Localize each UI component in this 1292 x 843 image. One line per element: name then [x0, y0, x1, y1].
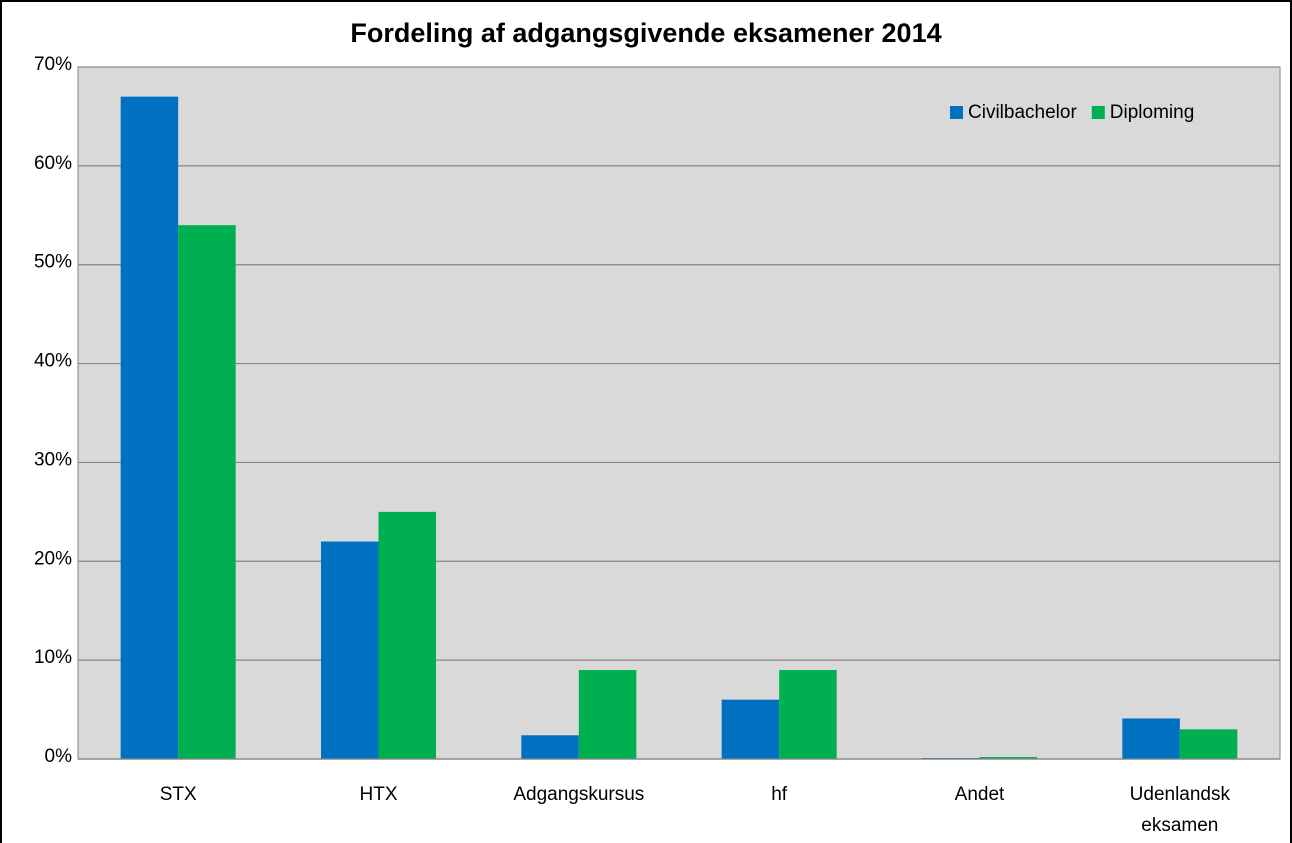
y-tick-label: 10% [34, 647, 72, 668]
bar [979, 757, 1037, 759]
bar [120, 96, 179, 759]
chart-title: Fordeling af adgangsgivende eksamener 20… [350, 18, 941, 48]
y-tick-label: 60% [34, 153, 72, 174]
bar [321, 541, 379, 759]
x-tick-label: Udenlandsk eksamen [1130, 784, 1231, 836]
legend-label: Diploming [1110, 102, 1194, 123]
y-tick-label: 70% [34, 54, 72, 75]
x-tick-label: HTX [360, 784, 398, 805]
bar [521, 735, 579, 759]
bar [1122, 718, 1180, 759]
y-tick-label: 20% [34, 548, 72, 569]
bar [578, 670, 637, 759]
y-tick-label: 50% [34, 252, 72, 273]
x-tick-label: STX [160, 784, 197, 805]
y-tick-label: 40% [34, 351, 72, 372]
plot-area [77, 66, 1281, 760]
x-tick-label: Adgangskursus [513, 784, 644, 805]
bar [721, 699, 780, 759]
x-tick-label: hf [771, 784, 788, 805]
bar [178, 225, 236, 759]
y-tick-label: 30% [34, 449, 72, 470]
legend-swatch [950, 106, 963, 119]
bar [1179, 729, 1238, 759]
legend-label: Civilbachelor [968, 102, 1077, 123]
y-tick-label: 0% [45, 746, 73, 767]
bar [779, 670, 837, 759]
x-tick-label: Andet [955, 784, 1005, 805]
bar [378, 511, 436, 759]
legend-swatch [1091, 106, 1105, 119]
